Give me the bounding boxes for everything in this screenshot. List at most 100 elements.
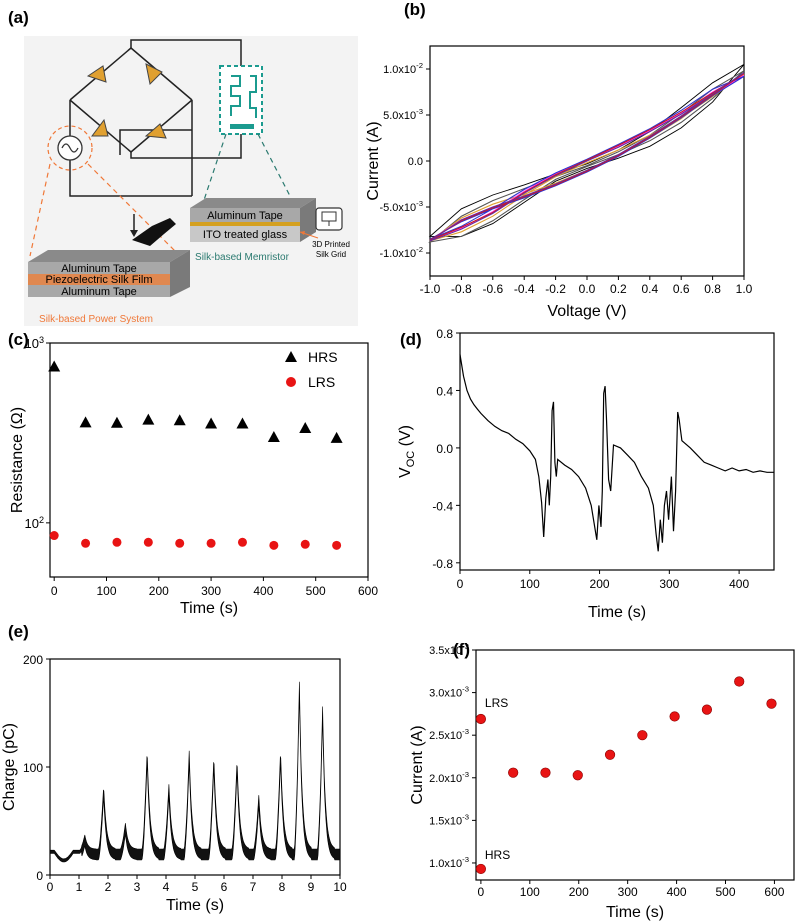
y-tick-label-c-exp: 3 bbox=[39, 335, 44, 345]
x-tick-label-f: 500 bbox=[715, 885, 735, 899]
x-tick-label-e: 4 bbox=[163, 880, 170, 894]
y-tick-label-b: 0.0 bbox=[408, 156, 423, 168]
x-tick-label-d: 400 bbox=[729, 577, 749, 591]
x-tick-label-d: 200 bbox=[590, 577, 610, 591]
iv-loop-7 bbox=[429, 72, 745, 242]
charge-trace bbox=[49, 681, 341, 863]
y-tick-label-d: -0.4 bbox=[432, 499, 453, 513]
y-axis-title-c: Resistance (Ω) bbox=[9, 407, 26, 513]
x-tick-label-b: 1.0 bbox=[736, 282, 753, 296]
x-tick-label-b: -0.6 bbox=[482, 282, 503, 296]
y-axis-title-f: Current (A) bbox=[409, 725, 426, 804]
current-marker bbox=[475, 713, 486, 725]
iv-loop-6 bbox=[429, 73, 745, 241]
pressing-hand-icon bbox=[130, 214, 176, 246]
power-caption: Silk-based Power System bbox=[39, 314, 153, 325]
y-tick-label-b-exp: -3 bbox=[416, 199, 423, 208]
y-tick-label-f: 2.5x10-3 bbox=[429, 727, 469, 742]
y-axis-title-d: VOC (V) bbox=[397, 425, 417, 478]
hrs-marker bbox=[110, 416, 123, 428]
x-tick-label-e: 9 bbox=[308, 880, 315, 894]
diode-icons bbox=[86, 63, 167, 139]
panel-label-f: (f) bbox=[453, 640, 470, 659]
memristor-layer-1: Aluminum Tape bbox=[207, 210, 283, 222]
annotation-hrs: HRS bbox=[485, 848, 510, 862]
x-tick-label-c: 300 bbox=[201, 584, 221, 598]
x-tick-label-b: 0.8 bbox=[704, 282, 721, 296]
panel-label-e: (e) bbox=[8, 622, 29, 641]
panel-label-d: (d) bbox=[400, 330, 422, 349]
x-tick-label-b: 0.6 bbox=[673, 282, 690, 296]
y-tick-label-f: 1.0x10-3 bbox=[429, 855, 469, 870]
y-tick-label-e: 200 bbox=[23, 653, 43, 667]
y-axis-title-d-sub: OC bbox=[405, 451, 417, 468]
x-axis-title-d: Time (s) bbox=[588, 604, 646, 621]
x-tick-label-d: 100 bbox=[520, 577, 540, 591]
power-layer-1: Aluminum Tape bbox=[61, 263, 137, 275]
memristor-layer-2: ITO treated glass bbox=[203, 229, 288, 241]
y-tick-label-f: 3.0x10-3 bbox=[429, 685, 469, 700]
current-marker bbox=[734, 676, 745, 687]
y-tick-label-b: -5.0x10-3 bbox=[379, 199, 423, 214]
current-marker bbox=[669, 711, 680, 722]
x-tick-label-e: 7 bbox=[250, 880, 257, 894]
x-tick-label-c: 100 bbox=[96, 584, 116, 598]
y-tick-label-f-base: 3.0x10 bbox=[429, 688, 462, 700]
lrs-marker bbox=[175, 538, 185, 548]
x-tick-label-e: 5 bbox=[192, 880, 199, 894]
y-axis-title-d-main: V bbox=[397, 467, 414, 478]
x-axis-title-c: Time (s) bbox=[180, 600, 238, 617]
y-tick-label-c: 102 bbox=[24, 515, 44, 531]
y-tick-label-c-base: 10 bbox=[24, 516, 38, 531]
x-tick-label-b: -1.0 bbox=[420, 282, 441, 296]
legend-hrs-label: HRS bbox=[308, 349, 338, 365]
x-tick-label-d: 300 bbox=[659, 577, 679, 591]
y-axis-title-b: Current (A) bbox=[365, 121, 382, 200]
lrs-marker bbox=[269, 540, 279, 550]
x-tick-label-e: 8 bbox=[279, 880, 286, 894]
hrs-marker bbox=[299, 421, 312, 433]
y-tick-label-b-exp: -2 bbox=[416, 61, 423, 70]
x-tick-label-e: 2 bbox=[105, 880, 112, 894]
hrs-marker bbox=[330, 431, 343, 443]
y-tick-label-f-base: 1.0x10 bbox=[429, 858, 462, 870]
y-tick-label-f-exp: -3 bbox=[462, 855, 469, 864]
current-marker bbox=[540, 767, 551, 778]
x-tick-label-f: 100 bbox=[520, 885, 540, 899]
x-tick-label-b: -0.8 bbox=[451, 282, 472, 296]
x-tick-label-c: 500 bbox=[306, 584, 326, 598]
y-tick-label-d: 0.0 bbox=[436, 442, 453, 456]
y-tick-label-b-exp: -2 bbox=[416, 245, 423, 254]
plot-frame-f bbox=[475, 649, 795, 881]
lrs-marker bbox=[112, 537, 122, 547]
lrs-marker bbox=[332, 540, 342, 550]
panel-label-a: (a) bbox=[8, 8, 29, 27]
x-tick-label-f: 400 bbox=[667, 885, 687, 899]
y-tick-label-b-base: 5.0x10 bbox=[383, 110, 416, 122]
x-tick-label-c: 0 bbox=[51, 584, 58, 598]
x-tick-label-b: 0.2 bbox=[610, 282, 627, 296]
lrs-marker bbox=[81, 538, 91, 548]
memristor-caption: Silk-based Memristor bbox=[195, 252, 290, 263]
x-tick-label-b: -0.2 bbox=[545, 282, 566, 296]
hrs-marker bbox=[236, 417, 249, 429]
y-tick-label-f-exp: -3 bbox=[462, 770, 469, 779]
callout-lines bbox=[29, 133, 291, 257]
x-tick-label-e: 3 bbox=[134, 880, 141, 894]
grid-label-1: 3D Printed bbox=[312, 240, 350, 249]
y-tick-label-c-exp: 2 bbox=[39, 515, 44, 525]
x-tick-label-f: 0 bbox=[478, 885, 485, 899]
x-axis-title-e: Time (s) bbox=[166, 897, 224, 914]
y-axis-title-d-unit: (V) bbox=[397, 425, 414, 451]
x-tick-label-c: 200 bbox=[149, 584, 169, 598]
hrs-marker bbox=[142, 413, 155, 425]
x-tick-label-e: 1 bbox=[76, 880, 83, 894]
y-tick-label-c-base: 10 bbox=[24, 336, 38, 351]
legend-lrs-label: LRS bbox=[308, 374, 335, 390]
y-tick-label-d: 0.8 bbox=[436, 327, 453, 341]
y-tick-label-b-exp: -3 bbox=[416, 107, 423, 116]
y-tick-label-f-base: 1.5x10 bbox=[429, 815, 462, 827]
